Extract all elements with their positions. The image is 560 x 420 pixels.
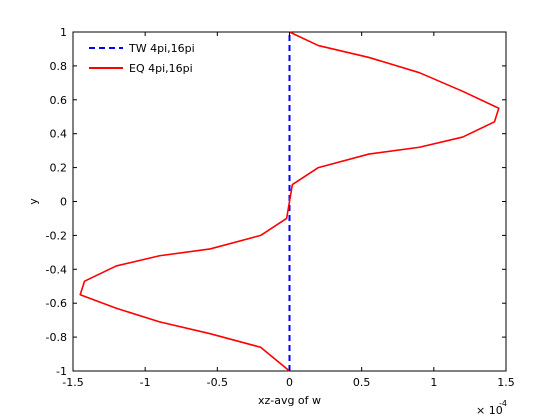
legend-label-2: EQ 4pi,16pi: [129, 62, 193, 75]
y-tick-label: 1: [60, 26, 67, 39]
x-tick-label: -1.5: [62, 376, 83, 389]
plot-area: -1.5 -1 -0.5 0 0.5 1 1.5 -1-0.8-0.6-0.4-0.200.…: [46, 26, 515, 389]
legend-label-1: TW 4pi,16pi: [128, 42, 195, 55]
x-tick-label: 1.5: [497, 376, 515, 389]
y-tick-label: -0.2: [46, 229, 67, 242]
legend-items: TW 4pi,16pi EQ 4pi,16pi: [89, 42, 195, 75]
y-tick-label: -1: [56, 365, 67, 378]
y-tick-label: 0.2: [50, 162, 68, 175]
y-tick-label: 0.8: [50, 60, 68, 73]
x-axis-label: xz-avg of w: [258, 394, 321, 407]
x-tick-label: 0.5: [353, 376, 371, 389]
x-tick-label: 0: [286, 376, 293, 389]
legend-box: [81, 38, 211, 78]
y-tick-label: 0.6: [50, 94, 68, 107]
x-axis-ticks: -1.5 -1 -0.5 0 0.5 1 1.5: [62, 32, 515, 389]
y-axis-ticks: -1 -0.8 -0.6 -0.4 -0.2 0 0.2 0.4 0.6 0.8 1: [46, 26, 506, 378]
y-tick-label: 0.4: [50, 128, 68, 141]
y-tick-label: 0: [60, 196, 67, 209]
x-tick-label: -1: [140, 376, 151, 389]
y-tick-label: -0.8: [46, 331, 67, 344]
x-scale-exponent: -4: [499, 399, 507, 408]
legend: TW 4pi,16pi EQ 4pi,16pi: [81, 38, 211, 78]
x-tick-label: -0.5: [207, 376, 228, 389]
series-layer: [79, 31, 500, 372]
y-axis-label: y: [27, 198, 40, 205]
x-axis-scale-factor: × 10 -4: [476, 399, 507, 417]
x-scale-base: × 10: [476, 404, 503, 417]
y-tick-label: -0.6: [46, 297, 67, 310]
series-line-2: [79, 31, 500, 372]
x-tick-label: 1: [430, 376, 437, 389]
y-tick-label: -0.4: [46, 263, 67, 276]
